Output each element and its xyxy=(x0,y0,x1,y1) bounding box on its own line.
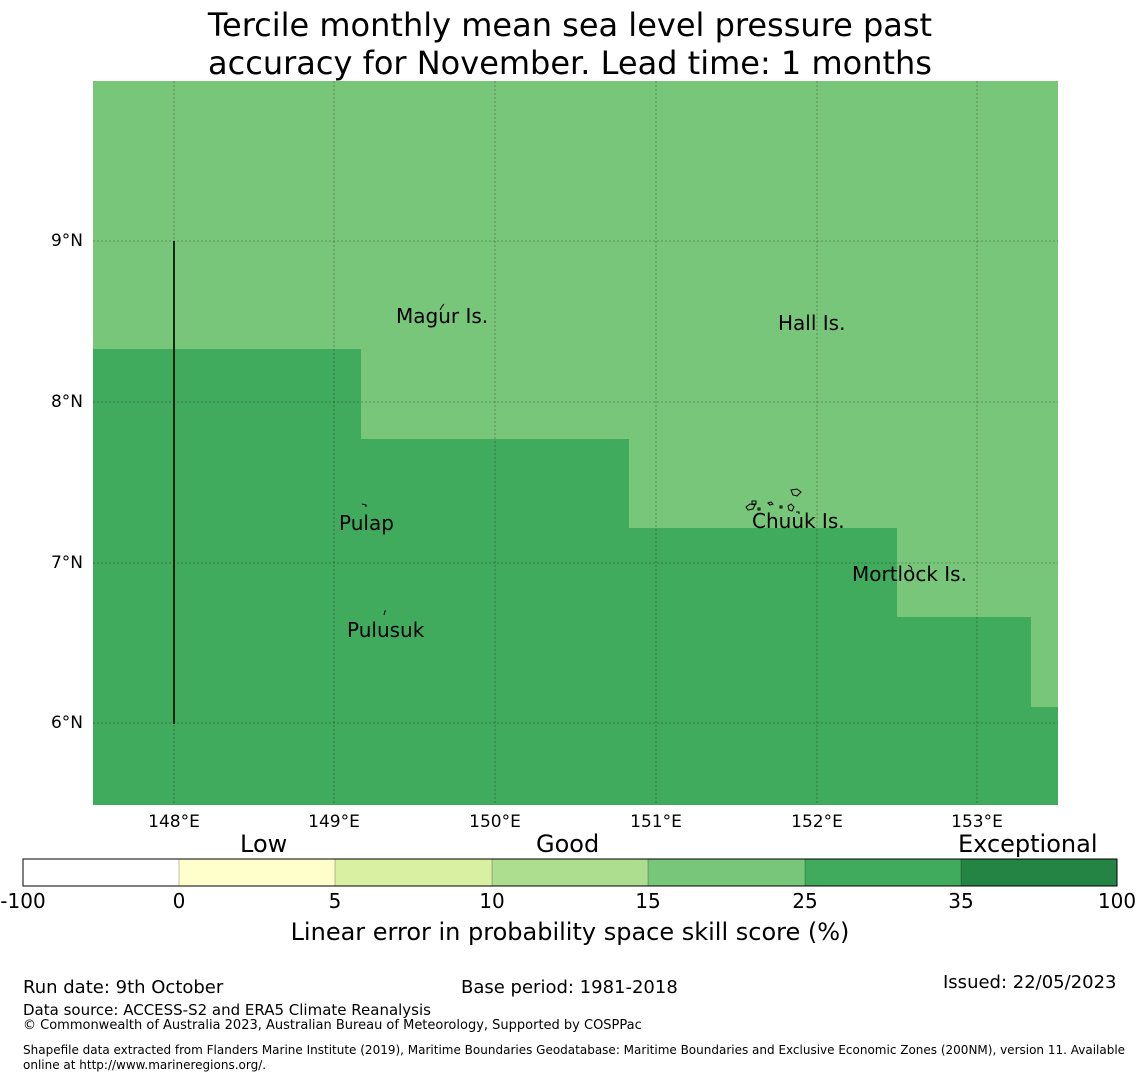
colorbar-tick: 5 xyxy=(328,889,342,913)
island-chuuk-4 xyxy=(767,501,774,506)
data-source: Data source: ACCESS-S2 and ERA5 Climate … xyxy=(23,1001,431,1019)
island-outlines xyxy=(361,303,913,616)
island-magur xyxy=(439,303,445,311)
colorbar-tick: 15 xyxy=(635,889,661,913)
colorbar-seg-4 xyxy=(492,859,648,886)
place-label-hall: Hall Is. xyxy=(778,311,846,335)
lat-label-8n: 8°N xyxy=(50,392,83,412)
island-chuuk-2 xyxy=(745,503,756,511)
island-chuuk-1 xyxy=(790,488,802,497)
island-chuuk-3 xyxy=(751,500,757,505)
lon-label-149e: 149°E xyxy=(308,812,360,832)
island-pulap xyxy=(361,503,367,507)
colorbar-tick: -100 xyxy=(0,889,46,913)
title-line-1: Tercile monthly mean sea level pressure … xyxy=(207,6,933,44)
issued-date: Issued: 22/05/2023 xyxy=(943,972,1117,993)
colorbar-frame xyxy=(22,858,1118,887)
lon-label-153e: 153°E xyxy=(951,812,1003,832)
colorbar-title: Linear error in probability space skill … xyxy=(290,918,850,946)
base-period: Base period: 1981-2018 xyxy=(461,977,678,998)
map-title: Tercile monthly mean sea level pressure … xyxy=(0,6,1140,82)
gridlines xyxy=(93,81,1058,805)
colorbar-seg-5 xyxy=(648,859,805,886)
colorbar xyxy=(22,858,1118,887)
island-pulusuk xyxy=(383,610,386,616)
lat-label-7n: 7°N xyxy=(50,553,83,573)
shapefile-credit-line-2: online at http://www.marineregions.org/. xyxy=(23,1058,267,1072)
island-mortlock xyxy=(907,564,913,571)
colorbar-seg-1 xyxy=(23,859,179,886)
colorbar-category-low: Low xyxy=(240,830,288,858)
colorbar-seg-2 xyxy=(179,859,335,886)
title-line-2: accuracy for November. Lead time: 1 mont… xyxy=(208,44,932,82)
island-chuuk-5 xyxy=(787,503,795,512)
colorbar-tick: 35 xyxy=(948,889,974,913)
skill-region-25-35 xyxy=(93,349,1058,805)
colorbar-tick: 0 xyxy=(172,889,186,913)
colorbar-category-good: Good xyxy=(536,830,600,858)
place-label-mortlock: Mortlock Is. xyxy=(852,562,967,586)
lat-label-6n: 6°N xyxy=(50,713,83,733)
lon-label-152e: 152°E xyxy=(791,812,843,832)
place-label-pulap: Pulap xyxy=(339,511,394,535)
colorbar-category-exceptional: Exceptional xyxy=(958,830,1098,858)
island-chuuk-7 xyxy=(757,507,761,511)
colorbar-tick: 25 xyxy=(792,889,818,913)
shapefile-credit-line-1: Shapefile data extracted from Flanders M… xyxy=(23,1043,1126,1057)
colorbar-seg-6 xyxy=(805,859,961,886)
run-date: Run date: 9th October xyxy=(23,977,224,998)
colorbar-seg-7 xyxy=(961,859,1117,886)
copyright: © Commonwealth of Australia 2023, Austra… xyxy=(23,1018,642,1033)
lon-label-151e: 151°E xyxy=(630,812,682,832)
lon-label-150e: 150°E xyxy=(469,812,521,832)
island-chuuk-8 xyxy=(796,511,800,514)
island-chuuk-6 xyxy=(779,505,783,509)
colorbar-tick: 10 xyxy=(479,889,505,913)
colorbar-tick: 100 xyxy=(1097,889,1137,913)
place-label-magur: Magur Is. xyxy=(396,304,489,328)
place-label-chuuk: Chuuk Is. xyxy=(752,509,845,533)
colorbar-seg-3 xyxy=(335,859,492,886)
lon-label-148e: 148°E xyxy=(148,812,200,832)
place-label-pulusuk: Pulusuk xyxy=(347,618,425,642)
lat-label-9n: 9°N xyxy=(50,231,83,251)
